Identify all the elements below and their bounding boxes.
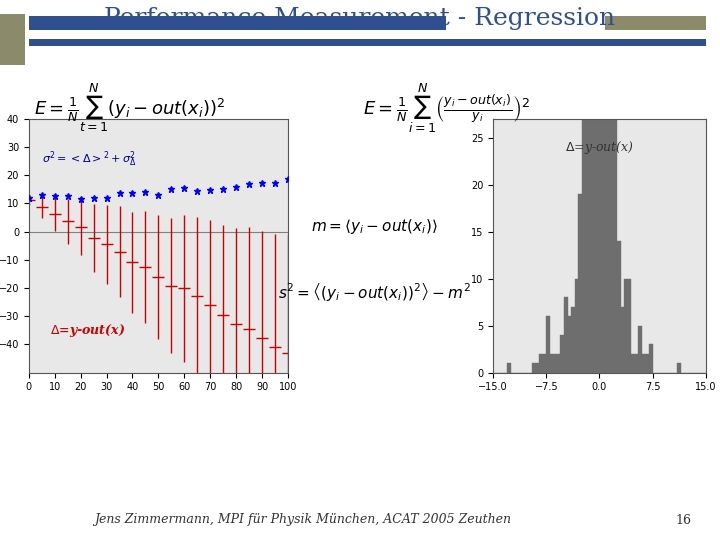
Text: $m = \langle y_i - out\left(x_i\right)\rangle$: $m = \langle y_i - out\left(x_i\right)\r… <box>311 217 438 237</box>
Bar <box>617 241 621 373</box>
Bar <box>613 110 617 373</box>
Text: $\Delta$=y-out(x): $\Delta$=y-out(x) <box>50 322 125 339</box>
Text: $s^2 = \left\langle\left(y_i - out\left(x_i\right)\right)^2\right\rangle - m^2$: $s^2 = \left\langle\left(y_i - out\left(… <box>278 281 471 302</box>
Text: $E = \frac{1}{N}\sum_{i=1}^{N}\left(\frac{y_i - out(x_i)}{y_i}\right)^2$: $E = \frac{1}{N}\sum_{i=1}^{N}\left(\fra… <box>363 81 530 135</box>
Bar <box>508 363 511 373</box>
Bar <box>557 354 560 373</box>
Text: Jens Zimmermann, MPI für Physik München, ACAT 2005 Zeuthen: Jens Zimmermann, MPI für Physik München,… <box>94 514 511 526</box>
Bar <box>571 307 575 373</box>
Text: $E = \frac{1}{N}\sum_{t=1}^{N}\left(y_i - out(x_i)\right)^2$: $E = \frac{1}{N}\sum_{t=1}^{N}\left(y_i … <box>34 82 225 134</box>
Bar <box>635 354 639 373</box>
Bar <box>578 194 582 373</box>
Bar <box>539 354 543 373</box>
Bar <box>575 279 578 373</box>
Bar <box>631 354 635 373</box>
Bar <box>621 307 624 373</box>
Bar <box>536 363 539 373</box>
Bar <box>678 363 681 373</box>
Bar <box>639 326 642 373</box>
Bar <box>606 0 610 373</box>
Bar <box>593 0 596 373</box>
Bar <box>589 0 593 373</box>
Bar <box>543 354 546 373</box>
Bar <box>649 345 652 373</box>
Bar <box>628 279 631 373</box>
Bar <box>610 0 613 373</box>
Bar <box>642 354 645 373</box>
Bar <box>560 335 564 373</box>
Bar <box>564 298 567 373</box>
Bar <box>600 0 603 373</box>
Bar <box>550 354 554 373</box>
Bar <box>554 354 557 373</box>
Bar <box>532 363 536 373</box>
Text: Performance Measurement - Regression: Performance Measurement - Regression <box>104 6 616 30</box>
Text: 16: 16 <box>675 514 691 526</box>
Bar <box>624 279 628 373</box>
Text: $\Delta$=y-out(x): $\Delta$=y-out(x) <box>564 139 634 156</box>
Text: $\sigma^2 = <\Delta>^2 + \sigma_\Delta^2$: $\sigma^2 = <\Delta>^2 + \sigma_\Delta^2… <box>42 149 136 169</box>
Bar <box>546 316 550 373</box>
Bar <box>582 119 585 373</box>
Bar <box>596 0 600 373</box>
Bar <box>645 354 649 373</box>
Bar <box>603 0 606 373</box>
Bar <box>567 316 571 373</box>
Bar <box>585 0 589 373</box>
